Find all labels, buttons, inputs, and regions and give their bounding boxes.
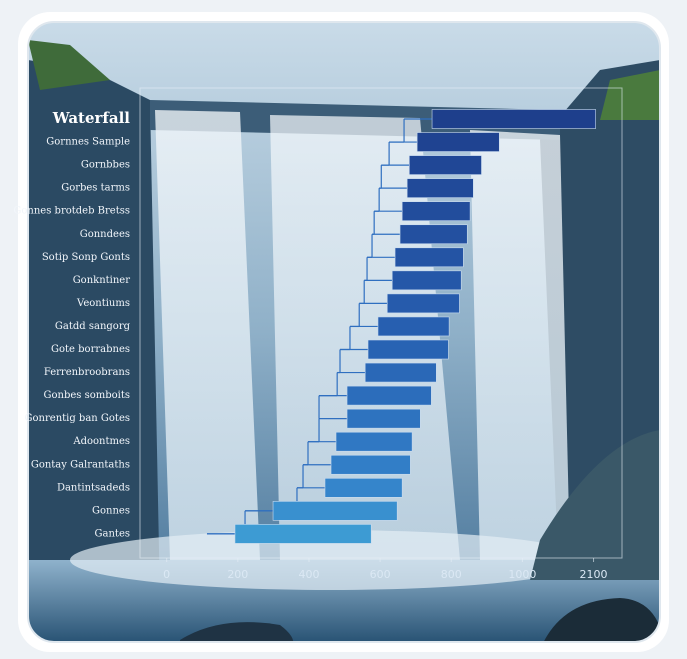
- x-tick-label: 400: [298, 568, 319, 581]
- bar: [346, 408, 421, 429]
- bar: [234, 524, 372, 544]
- bar: [394, 247, 464, 268]
- category-label: Waterfall: [52, 109, 131, 127]
- bar: [386, 293, 460, 314]
- x-tick-label: 600: [370, 568, 391, 581]
- x-tick-label: 0: [163, 568, 170, 581]
- x-tick-label: 200: [227, 568, 248, 581]
- category-label: Sotip Sonp Gonts: [42, 252, 130, 263]
- x-tick-label: 2100: [580, 568, 608, 581]
- bar: [391, 270, 462, 291]
- background-photo: [28, 22, 660, 642]
- bar: [408, 155, 482, 175]
- category-label: Gornbbes: [81, 160, 130, 171]
- category-label: Gornnes Sample: [46, 137, 130, 148]
- bar: [335, 431, 413, 452]
- bar: [364, 362, 437, 383]
- bar: [324, 477, 403, 498]
- category-label: Gontay Galrantaths: [31, 459, 130, 470]
- x-tick-label: 1000: [508, 568, 536, 581]
- plot-frame: [139, 87, 623, 559]
- category-label: Gonnes: [92, 505, 130, 516]
- category-label: Ferrenbroobrans: [44, 367, 130, 378]
- bar: [399, 224, 468, 245]
- bar: [406, 178, 474, 198]
- category-label: Gonndees: [80, 229, 130, 240]
- category-label: Gantes: [95, 528, 130, 539]
- category-label: Adoontmes: [72, 436, 130, 447]
- category-label: Veontiums: [76, 298, 130, 309]
- x-tick-label: 800: [441, 568, 462, 581]
- category-label: Gatdd sangorg: [55, 321, 131, 332]
- bar: [416, 132, 500, 152]
- category-label: Gorbes tarms: [61, 183, 130, 194]
- bar: [401, 201, 471, 221]
- category-label: Gote borrabnes: [51, 344, 130, 355]
- category-label: Gonrentig ban Gotes: [25, 413, 130, 424]
- bar: [431, 109, 596, 129]
- category-label: Gonkntiner: [73, 275, 131, 286]
- category-label: Gonbes somboits: [44, 390, 130, 401]
- bar: [346, 385, 432, 406]
- bar: [272, 501, 398, 521]
- category-label: Dantintsadeds: [57, 482, 130, 493]
- bar: [377, 316, 450, 337]
- bar: [330, 454, 411, 475]
- category-label: Gonnes brotdeb Bretss: [13, 206, 130, 217]
- bar: [367, 339, 449, 360]
- photo-frame: [27, 21, 661, 643]
